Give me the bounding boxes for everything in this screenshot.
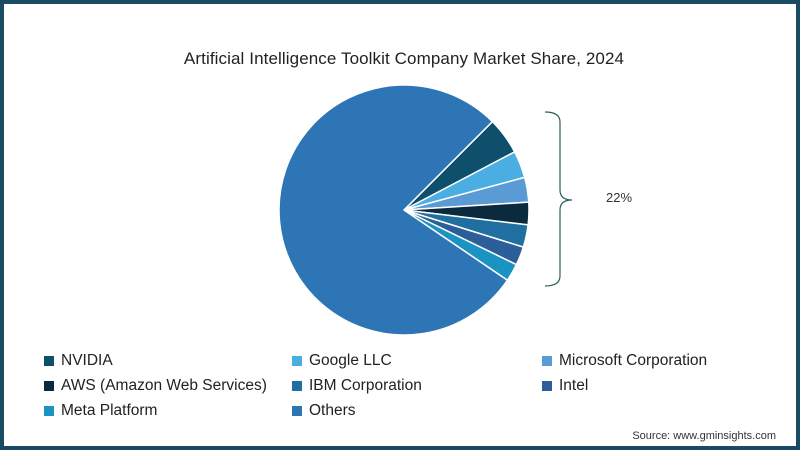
legend: NVIDIA Google LLC Microsoft Corporation … bbox=[44, 351, 764, 421]
legend-swatch-meta bbox=[44, 406, 54, 416]
legend-swatch-ibm bbox=[292, 381, 302, 391]
legend-item-nvidia: NVIDIA bbox=[44, 351, 292, 371]
legend-swatch-others bbox=[292, 406, 302, 416]
legend-swatch-aws bbox=[44, 381, 54, 391]
legend-swatch-microsoft bbox=[542, 356, 552, 366]
legend-label: Microsoft Corporation bbox=[559, 352, 708, 369]
legend-swatch-intel bbox=[542, 381, 552, 391]
legend-label: Google LLC bbox=[309, 352, 392, 369]
legend-item-intel: Intel bbox=[542, 376, 782, 396]
legend-swatch-nvidia bbox=[44, 356, 54, 366]
legend-label: AWS (Amazon Web Services) bbox=[61, 377, 267, 394]
legend-label: NVIDIA bbox=[61, 352, 113, 369]
legend-label: Intel bbox=[559, 377, 589, 394]
bracket-22-percent bbox=[544, 111, 573, 287]
legend-item-google: Google LLC bbox=[292, 351, 542, 371]
source-citation: Source: www.gminsights.com bbox=[632, 430, 776, 442]
pie-slice-others bbox=[278, 84, 509, 336]
legend-item-ibm: IBM Corporation bbox=[292, 376, 542, 396]
legend-item-meta: Meta Platform bbox=[44, 401, 292, 421]
legend-label: IBM Corporation bbox=[309, 377, 422, 394]
legend-item-microsoft: Microsoft Corporation bbox=[542, 351, 782, 371]
legend-label: Meta Platform bbox=[61, 402, 158, 419]
legend-item-aws: AWS (Amazon Web Services) bbox=[44, 376, 292, 396]
legend-swatch-google bbox=[292, 356, 302, 366]
pie-slices bbox=[278, 84, 530, 336]
legend-label: Others bbox=[309, 402, 356, 419]
bracket-percent-label: 22% bbox=[606, 190, 633, 205]
legend-item-others: Others bbox=[292, 401, 542, 421]
pie-chart bbox=[278, 84, 573, 336]
chart-title: Artificial Intelligence Toolkit Company … bbox=[183, 49, 625, 68]
